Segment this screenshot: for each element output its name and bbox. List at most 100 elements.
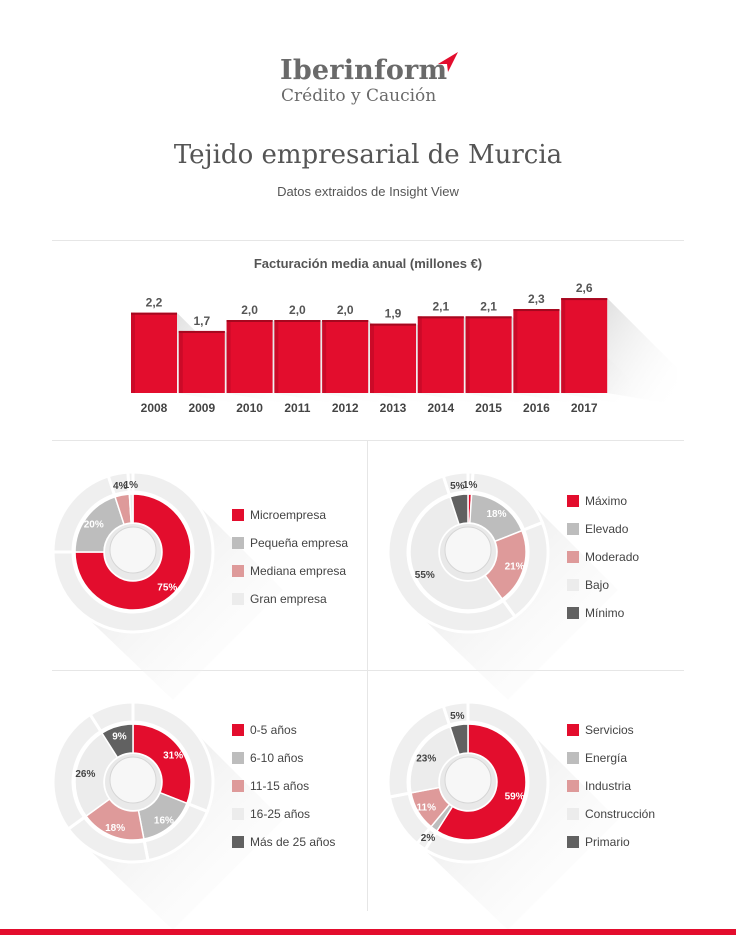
donut-hub: [444, 526, 492, 574]
legend-swatch: [567, 495, 579, 507]
bar-value-label: 2,0: [289, 303, 306, 317]
bar-value-label: 2,2: [146, 296, 163, 310]
bar-top-edge: [274, 320, 321, 322]
donut-outer-ring-segment: [51, 470, 215, 634]
bar-top-edge: [465, 316, 512, 319]
donut-hub: [109, 526, 157, 574]
bar-edge: [370, 323, 374, 393]
donut-slice-Servicios: [435, 723, 527, 841]
bar-top-edge: [226, 320, 273, 322]
donut-value-label: 31%: [163, 751, 183, 762]
bar-2016: [513, 309, 560, 393]
donut-slice-Primario: [449, 723, 469, 756]
legend-label: Más de 25 años: [250, 835, 336, 849]
page-title: Tejido empresarial de Murcia: [173, 140, 563, 170]
donut-outer-ring-segment: [423, 700, 550, 864]
legend-label: Primario: [585, 835, 630, 849]
legend-label: Máximo: [585, 494, 628, 508]
donut-value-label: 21%: [505, 562, 525, 573]
legend-swatch: [232, 808, 244, 820]
donut-value-label: 16%: [154, 815, 174, 826]
legend-swatch: [567, 752, 579, 764]
donut-outer-ring-segment: [441, 470, 470, 497]
donut-value-label: 20%: [84, 519, 104, 530]
bar-top-edge: [561, 298, 608, 301]
legend-label: 6-10 años: [250, 751, 304, 765]
donut-slice-Bajo: [409, 495, 504, 611]
legend-swatch: [567, 808, 579, 820]
footer-accent-bar: [0, 929, 736, 935]
legend-swatch: [567, 780, 579, 792]
donut-value-label: 26%: [75, 769, 95, 780]
donut-value-label: 11%: [417, 803, 437, 814]
bar-category-label: 2016: [523, 401, 550, 415]
bar-category-label: 2014: [427, 401, 454, 415]
brand-tagline: Crédito y Caución: [281, 86, 437, 106]
bar-top-edge: [417, 316, 464, 319]
legend-swatch: [232, 724, 244, 736]
divider-middle-2: [52, 670, 684, 671]
donut-outer-ring-segment: [441, 700, 470, 727]
donut-value-label: 2%: [421, 833, 436, 844]
legend-label: Servicios: [585, 723, 634, 737]
donut-value-label: 5%: [450, 711, 465, 722]
bar-category-label: 2017: [571, 401, 598, 415]
donut-slice-0-5 años: [132, 723, 192, 805]
donut-value-label: 4%: [113, 481, 128, 492]
brand-name: Iberinform: [280, 55, 448, 86]
donut-value-label: 75%: [157, 582, 177, 593]
legend-swatch: [567, 607, 579, 619]
bar-value-label: 2,1: [432, 299, 449, 313]
legend-swatch: [232, 509, 244, 521]
donut-slice-Gran empresa: [128, 493, 134, 524]
bar-top-edge: [322, 320, 369, 322]
legend-label: Moderado: [585, 550, 640, 564]
bar-category-label: 2013: [380, 401, 407, 415]
legend-label: Industria: [585, 779, 632, 793]
bar-category-label: 2009: [188, 401, 215, 415]
donut-value-label: 1%: [463, 480, 478, 491]
divider-middle-1: [52, 440, 684, 441]
legend-swatch: [232, 780, 244, 792]
bar-chart-title: Facturación media anual (millones €): [253, 256, 483, 271]
legend-label: Microempresa: [250, 508, 327, 522]
donut-value-label: 59%: [505, 792, 525, 803]
bar-edge: [178, 330, 183, 393]
legend-label: 0-5 años: [250, 723, 297, 737]
bar-2017: [561, 298, 608, 393]
legend-label: Bajo: [585, 578, 610, 592]
legend-label: 11-15 años: [250, 779, 310, 793]
legend-label: Construcción: [585, 807, 656, 821]
legend-label: Mínimo: [585, 606, 625, 620]
bar-value-label: 2,6: [576, 281, 593, 295]
legend-swatch: [567, 724, 579, 736]
bar-top-edge: [513, 309, 560, 312]
iberinform-logo: Iberinform Crédito y Caución: [280, 52, 470, 112]
donut-outer-ring-segment: [88, 700, 135, 734]
legend-label: Gran empresa: [250, 592, 327, 606]
bar-value-label: 2,1: [480, 299, 497, 313]
bar-edge: [513, 309, 518, 393]
donut-value-label: 23%: [416, 753, 436, 764]
bar-top-edge: [131, 312, 177, 315]
bar-edge: [226, 320, 231, 393]
bar-category-label: 2011: [284, 401, 310, 415]
donut-hub: [444, 756, 492, 804]
bar-top-edge: [178, 330, 225, 333]
donut-slice-Más de 25 años: [100, 723, 134, 759]
bar-category-label: 2015: [475, 401, 502, 415]
bar-2010: [226, 320, 273, 393]
bar-edge: [274, 320, 279, 393]
legend-label: Mediana empresa: [250, 564, 347, 578]
bar-2011: [274, 320, 321, 393]
donut-slice-Microempresa: [74, 493, 192, 611]
legend-label: Elevado: [585, 522, 629, 536]
legend-label: Energía: [585, 751, 628, 765]
legend-swatch: [232, 836, 244, 848]
divider-vertical: [367, 441, 368, 911]
donut-value-label: 18%: [486, 509, 506, 520]
legend-swatch: [232, 593, 244, 605]
bar-category-label: 2008: [141, 401, 168, 415]
bar-edge: [131, 312, 135, 393]
